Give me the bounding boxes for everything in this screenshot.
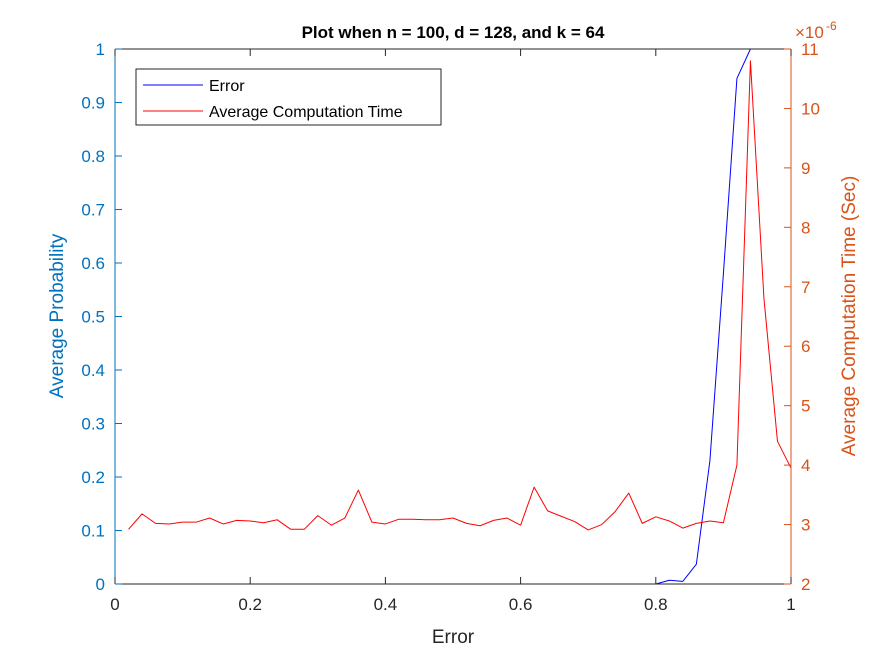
left-tick-label: 0.7 <box>81 201 105 220</box>
right-axis-label: Average Computation Time (Sec) <box>839 176 860 457</box>
right-tick-label: 3 <box>801 516 810 535</box>
right-tick-label: 10 <box>801 99 820 118</box>
x-axis-label: Error <box>432 627 475 648</box>
legend-box <box>135 68 442 126</box>
left-tick-label: 1 <box>96 40 105 59</box>
right-tick-label: 7 <box>801 278 810 297</box>
right-tick-label: 11 <box>801 40 819 59</box>
x-tick-label: 0.4 <box>374 595 398 614</box>
legend-label-average-computation-time: Average Computation Time <box>209 104 403 121</box>
x-tick-label: 0 <box>110 595 119 614</box>
x-tick-label: 0.8 <box>644 595 668 614</box>
right-tick-label: 9 <box>801 159 810 178</box>
right-axis-exponent-base: ×10 <box>795 23 824 42</box>
x-tick-label: 0.6 <box>509 595 533 614</box>
right-tick-label: 6 <box>801 337 810 356</box>
x-tick-label: 0.2 <box>238 595 262 614</box>
left-tick-label: 0.1 <box>81 522 105 541</box>
left-tick-label: 0.3 <box>81 415 105 434</box>
x-tick-label: 1 <box>786 595 795 614</box>
series-line-average-computation-time <box>128 60 792 531</box>
x-axis-ticks: 0 0.2 0.4 0.6 0.8 1 <box>110 49 796 614</box>
right-axis-exponent-power: -6 <box>826 19 837 33</box>
right-tick-label: 8 <box>801 218 810 237</box>
plot-area <box>115 49 791 584</box>
left-tick-label: 0 <box>96 575 105 594</box>
legend: Error Average Computation Time <box>135 68 442 126</box>
left-tick-label: 0.4 <box>81 361 105 380</box>
right-axis-exponent: ×10 -6 <box>795 19 837 42</box>
left-axis-ticks: 0 0.1 0.2 0.3 0.4 0.5 0.6 0.7 0.8 0.9 1 <box>81 40 122 594</box>
left-tick-label: 0.9 <box>81 94 105 113</box>
axes-frame <box>114 48 792 585</box>
legend-label-error: Error <box>209 78 245 95</box>
left-axis-label: Average Probability <box>47 233 68 398</box>
right-axis-ticks: 2 3 4 5 6 7 8 9 10 11 <box>784 40 820 594</box>
right-tick-label: 2 <box>801 575 810 594</box>
chart-title: Plot when n = 100, d = 128, and k = 64 <box>302 23 605 42</box>
left-tick-label: 0.6 <box>81 254 105 273</box>
left-tick-label: 0.2 <box>81 468 105 487</box>
left-tick-label: 0.8 <box>81 147 105 166</box>
right-tick-label: 4 <box>801 456 810 475</box>
right-tick-label: 5 <box>801 397 810 416</box>
left-tick-label: 0.5 <box>81 308 105 327</box>
